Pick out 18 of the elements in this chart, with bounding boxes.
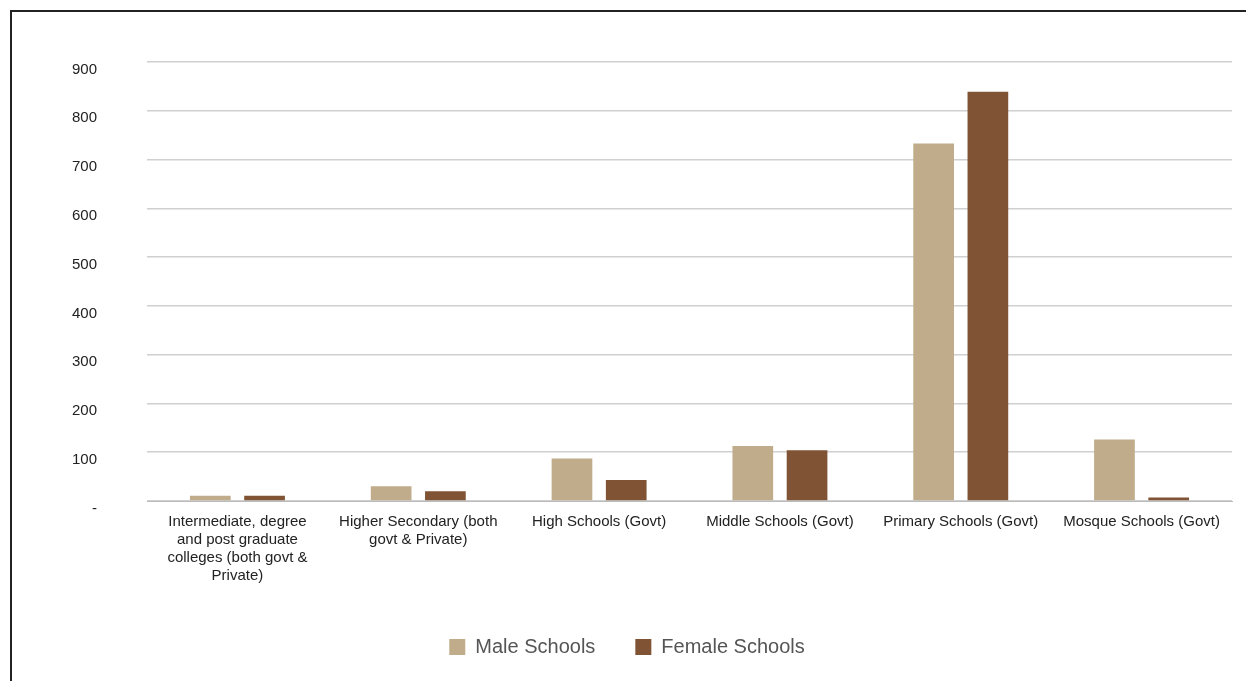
x-tick-label: Primary Schools (Govt)	[883, 512, 1039, 530]
y-tick-label: 600	[72, 205, 98, 223]
y-tick-label: 400	[72, 303, 98, 321]
y-tick-label: 500	[72, 254, 98, 272]
x-tick-label: Higher Secondary (both govt & Private)	[339, 512, 498, 548]
y-tick-label: 100	[72, 449, 98, 467]
x-tick-label: Intermediate, degree and post graduate colleges (both govt & Private)	[167, 512, 308, 584]
y-tick-label: -	[92, 498, 98, 516]
y-tick-label: 900	[72, 59, 98, 77]
y-tick-label: 300	[72, 352, 98, 370]
x-tick-label: Middle Schools (Govt)	[706, 512, 854, 530]
y-tick-label: 700	[72, 157, 98, 175]
x-tick-label: Mosque Schools (Govt)	[1063, 512, 1220, 530]
legend-label: Female Schools	[661, 634, 805, 657]
y-tick-label: 200	[72, 401, 98, 419]
legend-label: Male Schools	[475, 634, 596, 657]
y-tick-label: 800	[72, 108, 98, 126]
x-tick-label: High Schools (Govt)	[531, 512, 667, 530]
